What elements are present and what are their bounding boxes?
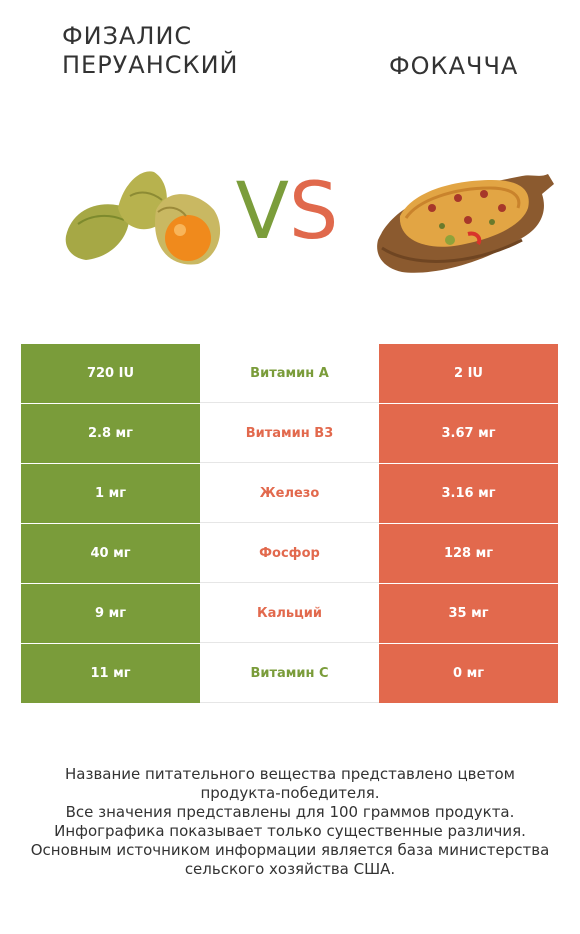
table-row: 1 мг Железо 3.16 мг [21,464,558,524]
left-value: 1 мг [21,464,200,523]
footnote-line: Все значения представлены для 100 граммо… [65,803,515,821]
right-value: 3.67 мг [379,404,558,463]
nutrient-name: Железо [200,464,379,523]
vs-s: S [288,167,339,257]
nutrient-comparison-table: 720 IU Витамин A 2 IU 2.8 мг Витамин B3 … [21,344,558,704]
right-value: 0 мг [379,644,558,703]
table-row: 720 IU Витамин A 2 IU [21,344,558,404]
footnote-line: продукта-победителя. [200,784,380,802]
left-value: 11 мг [21,644,200,703]
left-product-title: ФИЗАЛИС ПЕРУАНСКИЙ [62,22,239,79]
footnote-line: Инфографика показывает только существенн… [54,822,526,840]
nutrient-name: Фосфор [200,524,379,583]
table-row: 40 мг Фосфор 128 мг [21,524,558,584]
right-value: 35 мг [379,584,558,643]
table-row: 11 мг Витамин C 0 мг [21,644,558,704]
right-value: 3.16 мг [379,464,558,523]
focaccia-bread-image [377,174,554,273]
right-value: 128 мг [379,524,558,583]
footnote-line: Название питательного вещества представл… [65,765,515,783]
vs-label: VS [222,162,352,262]
physalis-fruit-image [65,171,221,265]
nutrient-name: Витамин A [200,344,379,403]
left-value: 720 IU [21,344,200,403]
left-value: 9 мг [21,584,200,643]
vs-v: V [235,167,289,257]
nutrient-name: Витамин C [200,644,379,703]
right-value: 2 IU [379,344,558,403]
nutrient-name: Кальций [200,584,379,643]
left-value: 40 мг [21,524,200,583]
left-value: 2.8 мг [21,404,200,463]
table-row: 9 мг Кальций 35 мг [21,584,558,644]
right-product-title: ФОКАЧЧА [389,52,519,80]
footnote-line: Основным источником информации является … [30,841,550,859]
footnote: Название питательного вещества представл… [20,765,560,879]
nutrient-name: Витамин B3 [200,404,379,463]
table-row: 2.8 мг Витамин B3 3.67 мг [21,404,558,464]
footnote-line: сельского хозяйства США. [184,860,396,878]
